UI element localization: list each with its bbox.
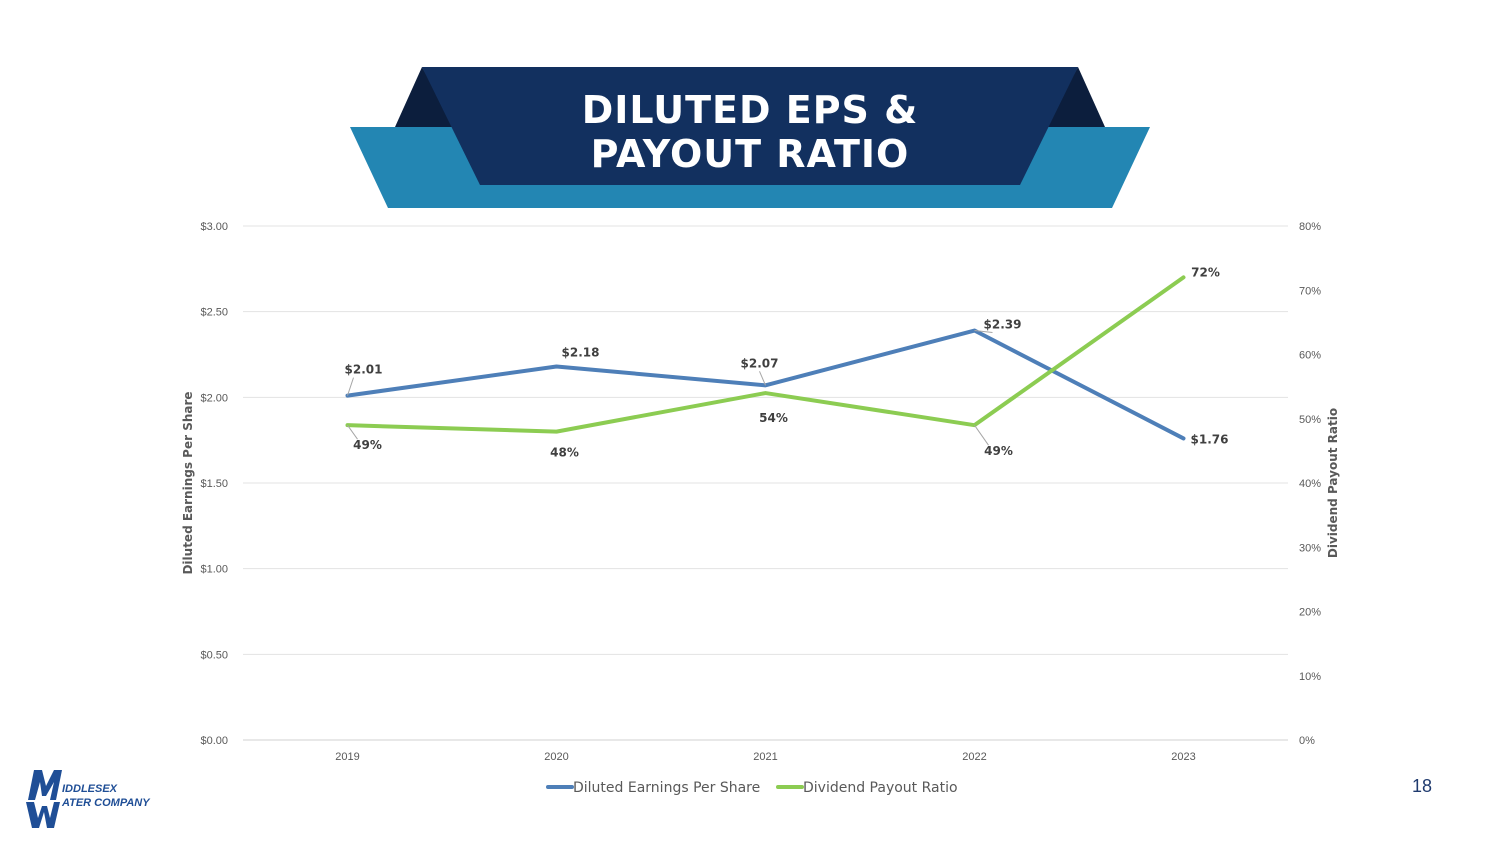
eps-data-label: $2.01	[345, 363, 383, 377]
label-leader-line	[974, 424, 989, 446]
y-tick-label: $2.50	[200, 307, 228, 319]
y2-tick-label: 40%	[1299, 478, 1321, 490]
payout-data-label: 48%	[550, 446, 579, 460]
y2-tick-label: 20%	[1299, 607, 1321, 619]
x-tick-label: 2021	[753, 751, 777, 763]
banner-bottom-strip	[480, 185, 1020, 208]
y2-tick-label: 50%	[1299, 414, 1321, 426]
y-tick-label: $2.00	[200, 392, 228, 404]
label-leader-line	[759, 371, 766, 386]
banner-front	[422, 67, 1078, 185]
eps-data-label: $2.18	[562, 345, 600, 359]
label-leader-line	[347, 377, 354, 396]
y-tick-label: $1.50	[200, 478, 228, 490]
legend-label: Diluted Earnings Per Share	[573, 780, 760, 796]
x-tick-label: 2019	[335, 751, 359, 763]
logo-line-1: IDDLESEX	[62, 783, 118, 795]
y2-axis-title: Dividend Payout Ratio	[1326, 408, 1340, 558]
eps-data-label: $1.76	[1191, 432, 1229, 446]
mw-monogram-icon	[26, 770, 62, 828]
logo-line-2: ATER COMPANY	[61, 797, 151, 809]
payout-data-label: 54%	[759, 411, 788, 425]
payout-data-label: 49%	[353, 438, 382, 452]
title-banner	[350, 67, 1150, 208]
y2-tick-label: 80%	[1299, 221, 1321, 233]
payout-data-label: 49%	[984, 444, 1013, 458]
y2-tick-label: 30%	[1299, 542, 1321, 554]
x-tick-label: 2022	[962, 751, 986, 763]
eps-data-label: $2.39	[984, 318, 1022, 332]
label-leader-line	[347, 424, 358, 440]
banner-back-left	[350, 127, 480, 208]
slide-title-line-2: PAYOUT RATIO	[590, 132, 910, 176]
company-logo: IDDLESEX ATER COMPANY	[26, 770, 151, 828]
payout-series-line	[345, 275, 1186, 434]
legend: Diluted Earnings Per Share Dividend Payou…	[546, 780, 958, 796]
slide-title-line-1: DILUTED EPS &	[581, 88, 919, 132]
y2-tick-label: 70%	[1299, 285, 1321, 297]
page-number: 18	[1412, 776, 1433, 796]
x-tick-label: 2023	[1171, 751, 1195, 763]
banner-fold-right	[1045, 67, 1105, 127]
y2-tick-label: 10%	[1299, 671, 1321, 683]
label-leader-line	[974, 330, 993, 334]
payout-data-label: 72%	[1191, 265, 1220, 279]
y2-tick-label: 60%	[1299, 350, 1321, 362]
y-tick-label: $3.00	[200, 221, 228, 233]
y-tick-label: $0.50	[200, 649, 228, 661]
banner-fold-left	[395, 67, 455, 127]
y-axis-title: Diluted Earnings Per Share	[181, 391, 195, 574]
y-tick-label: $1.00	[200, 564, 228, 576]
legend-label: Dividend Payout Ratio	[803, 780, 958, 796]
y-tick-label: $0.00	[200, 735, 228, 747]
eps-data-label: $2.07	[741, 356, 779, 370]
x-tick-label: 2020	[544, 751, 568, 763]
y2-tick-label: 0%	[1299, 735, 1315, 747]
banner-back-right	[1020, 127, 1150, 208]
